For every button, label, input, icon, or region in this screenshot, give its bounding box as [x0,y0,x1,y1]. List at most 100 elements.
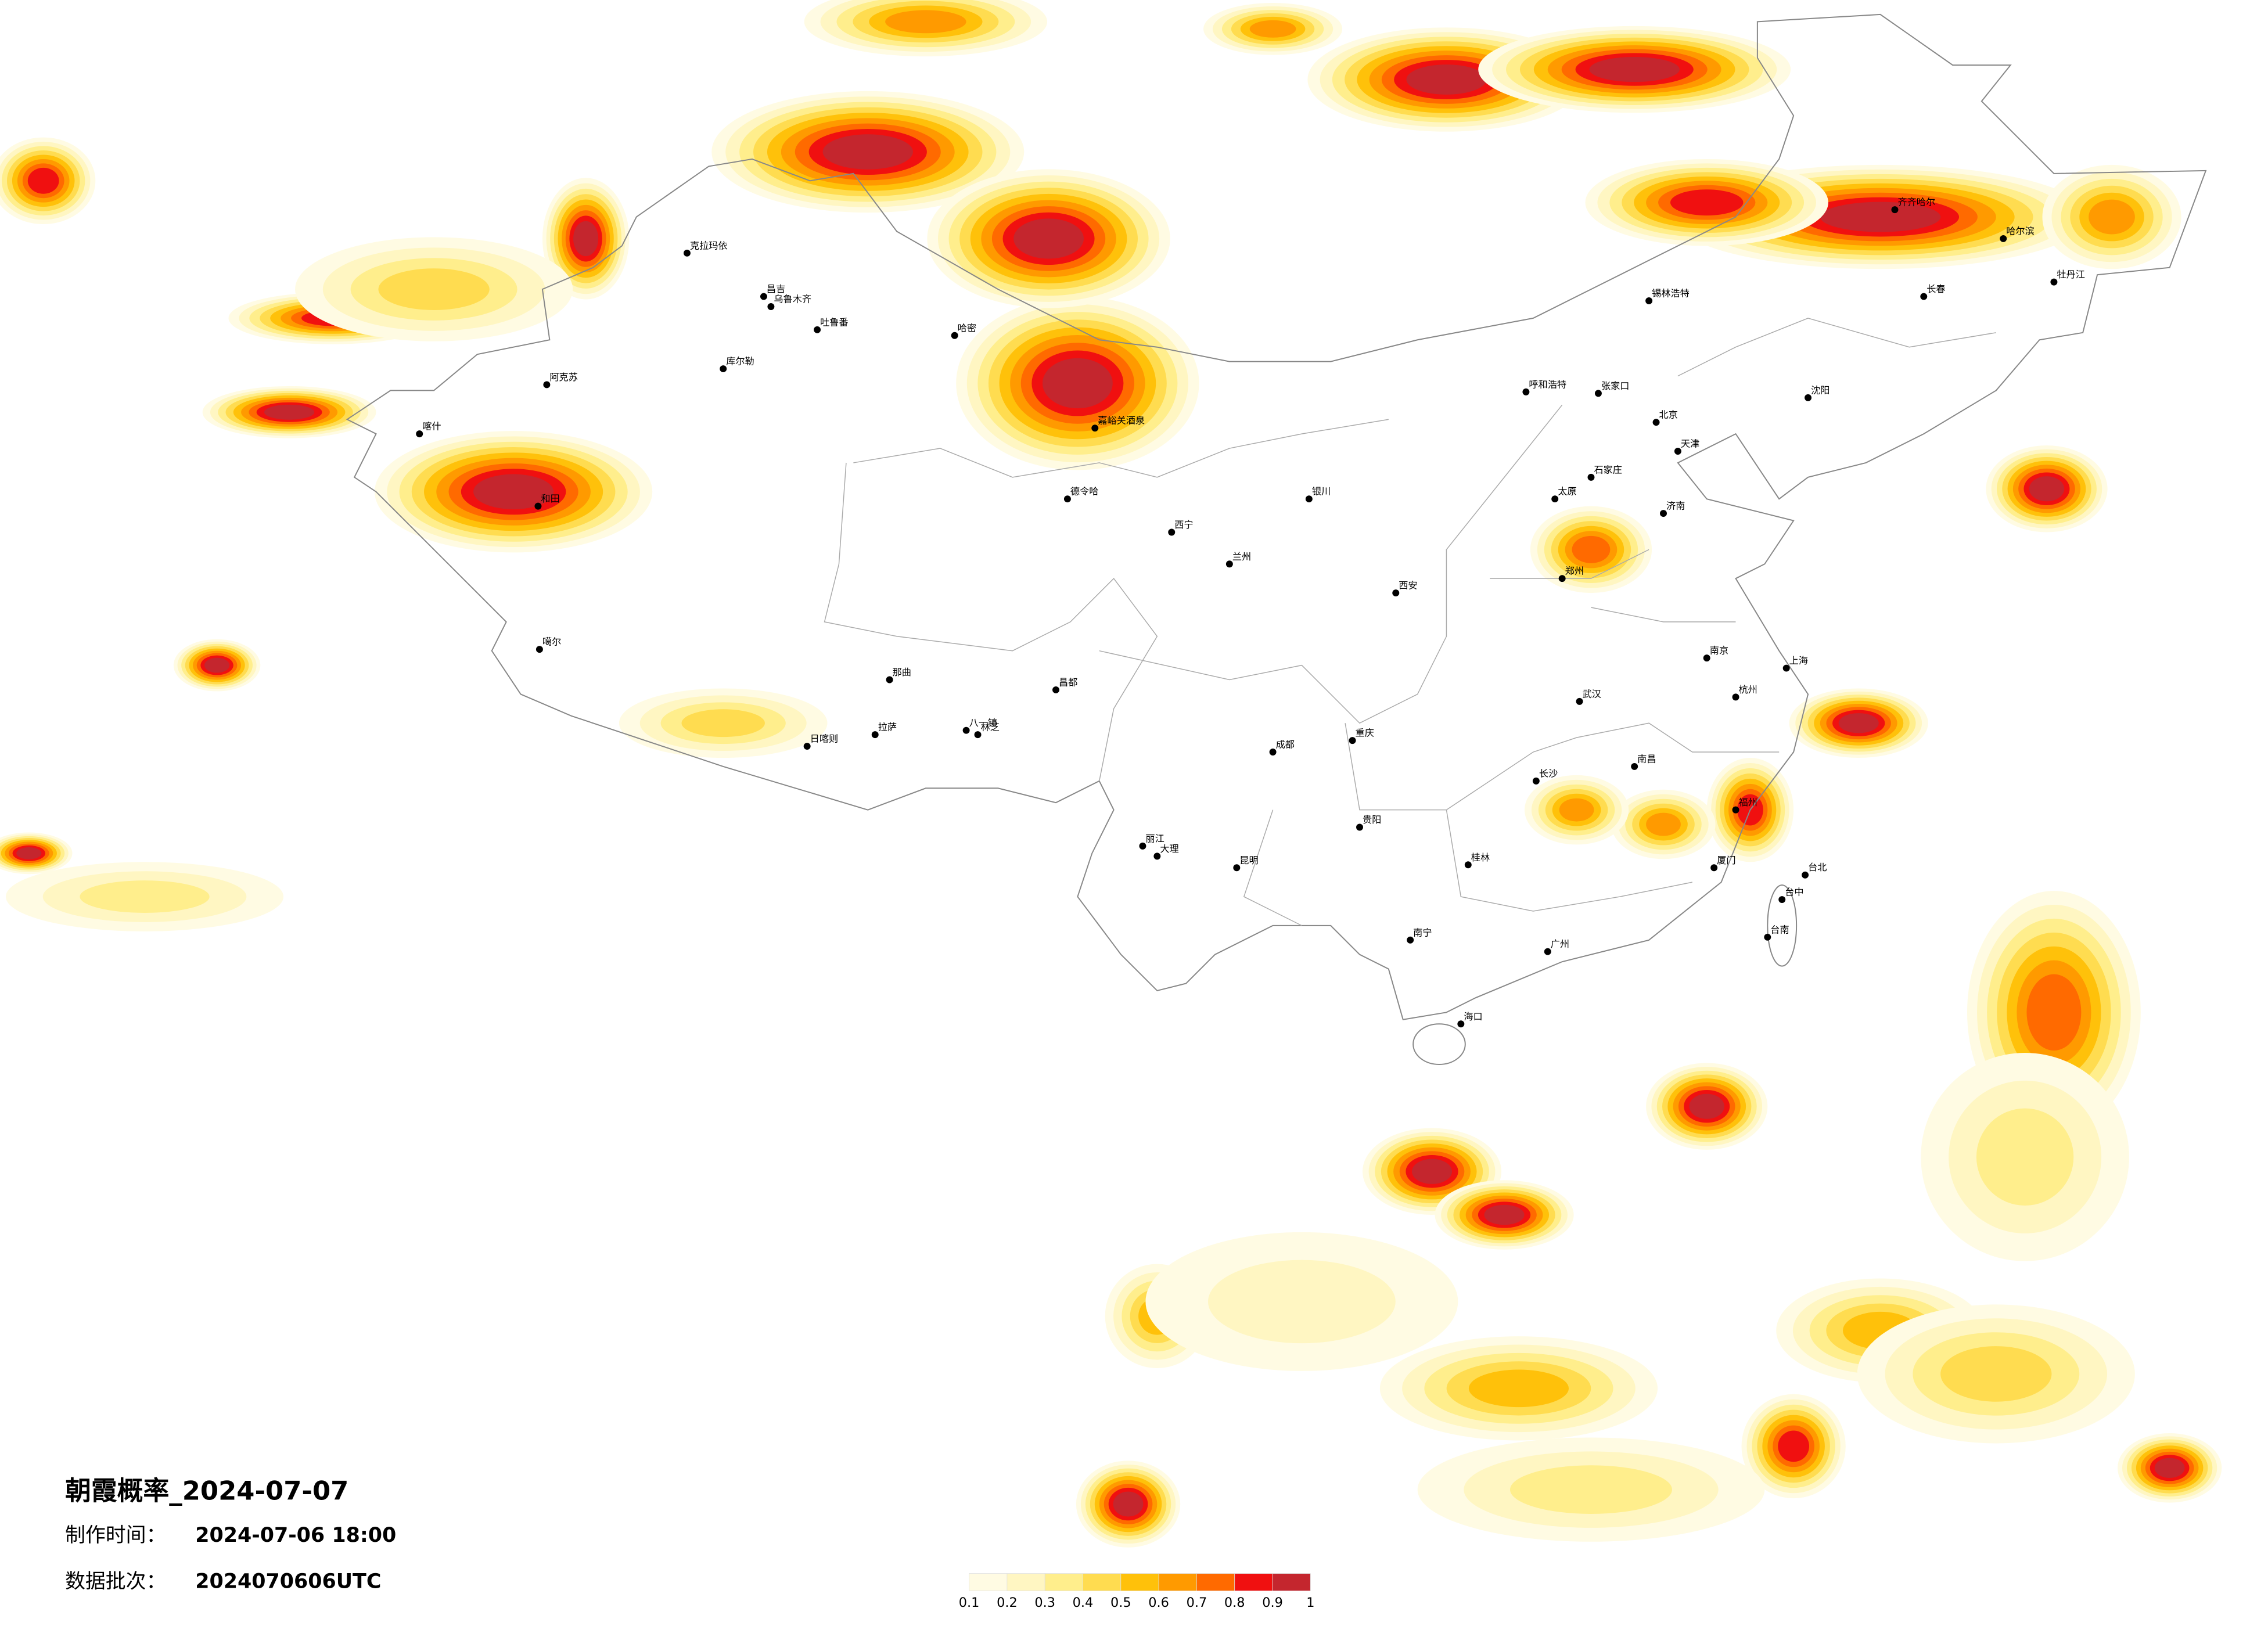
city-label: 阿克苏 [549,372,578,383]
city-dot [767,303,775,310]
city-label: 郑州 [1565,566,1584,577]
city-label: 长春 [1926,283,1945,294]
city-label: 嘉峪关酒泉 [1098,415,1145,426]
city-dot [803,743,811,750]
city-label: 北京 [1659,409,1678,420]
city-label: 锡林浩特 [1652,288,1690,299]
city-label: 银川 [1312,486,1331,497]
city-label: 噶尔 [542,636,561,647]
city-dot [1063,495,1071,503]
city-label: 丽江 [1145,833,1164,844]
probability-patch [2154,1458,2185,1478]
probability-patch [378,268,490,310]
probability-patch [681,709,765,738]
city-dot [886,676,893,684]
city-label: 克拉玛依 [690,240,728,251]
probability-patch [1013,218,1084,259]
colorbar-swatch [1272,1573,1311,1591]
city-dot [1139,842,1146,850]
city-dot [962,726,970,734]
city-label: 广州 [1551,938,1569,949]
city-dot [1645,297,1653,304]
city-dot [1652,419,1660,426]
probability-patch [1484,1204,1525,1225]
city-dot [1732,806,1739,814]
city-label: 兰州 [1232,551,1251,562]
colorbar-swatch [969,1573,1008,1591]
city-label: 济南 [1666,501,1685,512]
colorbar-swatch [1234,1573,1273,1591]
probability-patch [1208,1260,1396,1344]
city-label: 张家口 [1601,380,1630,391]
city-dot [1594,390,1602,397]
map-title: 朝霞概率_2024-07-07 [65,1476,348,1506]
city-label: 南宁 [1413,927,1432,938]
colorbar-tick-label: 0.1 [959,1595,980,1610]
probability-patch [1406,64,1487,95]
probability-patch [1820,202,1941,232]
city-label: 沈阳 [1811,384,1830,395]
probability-patch [473,474,554,509]
probability-patch [2029,476,2065,502]
city-dot [1576,697,1583,705]
probability-patch [1838,713,1879,733]
city-dot [1233,864,1241,872]
probability-patch [1940,1346,2052,1402]
city-dot [720,365,727,373]
city-dot [1464,861,1472,869]
probability-patch [204,657,230,673]
city-dot [416,430,423,438]
probability-patch [1689,1093,1724,1119]
probability-patch [1646,812,1681,836]
city-dot [974,731,982,739]
china-border [346,13,2207,1020]
city-dot [1631,762,1638,770]
colorbar-swatch [1196,1573,1235,1591]
colorbar-tick-label: 0.9 [1262,1595,1283,1610]
city-label: 昌吉 [767,283,785,294]
colorbar-tick-label: 0.8 [1224,1595,1245,1610]
city-dot [1168,528,1176,536]
city-dot [1407,936,1414,944]
probability-patch [1976,1108,2074,1206]
city-label: 牡丹江 [2057,269,2085,280]
city-dot [1558,575,1566,582]
city-dot [1703,654,1710,662]
probability-patch [80,880,210,913]
colorbar: 0.1 0.2 0.3 0.4 0.5 0.6 0.7 0.8 0.9 1 [959,1573,1314,1610]
city-dot [1920,293,1928,300]
city-label: 哈密 [958,322,976,333]
city-dot [543,381,551,388]
colorbar-swatch [1007,1573,1045,1591]
city-label: 昆明 [1239,855,1258,866]
city-dot [2050,278,2058,286]
city-dot [1674,448,1681,455]
city-label: 台南 [1770,924,1789,935]
probability-patch [2026,974,2082,1051]
probability-patch [1670,189,1744,216]
city-dot [1091,425,1099,432]
colorbar-tick-label: 1 [1306,1595,1314,1610]
city-dot [760,293,767,300]
city-dot [1782,664,1790,672]
city-label: 上海 [1789,655,1808,666]
colorbar-tick-label: 0.4 [1073,1595,1094,1610]
city-label: 杭州 [1739,684,1757,695]
city-label: 齐齐哈尔 [1897,197,1935,208]
city-dot [1660,510,1667,517]
colorbar-swatch [1120,1573,1159,1591]
city-dot [814,326,821,333]
city-label: 重庆 [1356,728,1374,739]
production-time-value: 2024-07-06 18:00 [195,1524,396,1547]
colorbar-tick-label: 0.2 [997,1595,1018,1610]
city-label: 吐鲁番 [820,316,849,328]
probability-patch [1589,56,1680,82]
city-label: 桂林 [1471,852,1490,863]
city-dot [1522,388,1530,395]
city-dot [1587,473,1595,481]
city-label: 日喀则 [810,733,839,744]
city-dot [1153,852,1161,860]
colorbar-tick-label: 0.7 [1187,1595,1207,1610]
city-dot [1778,896,1786,904]
